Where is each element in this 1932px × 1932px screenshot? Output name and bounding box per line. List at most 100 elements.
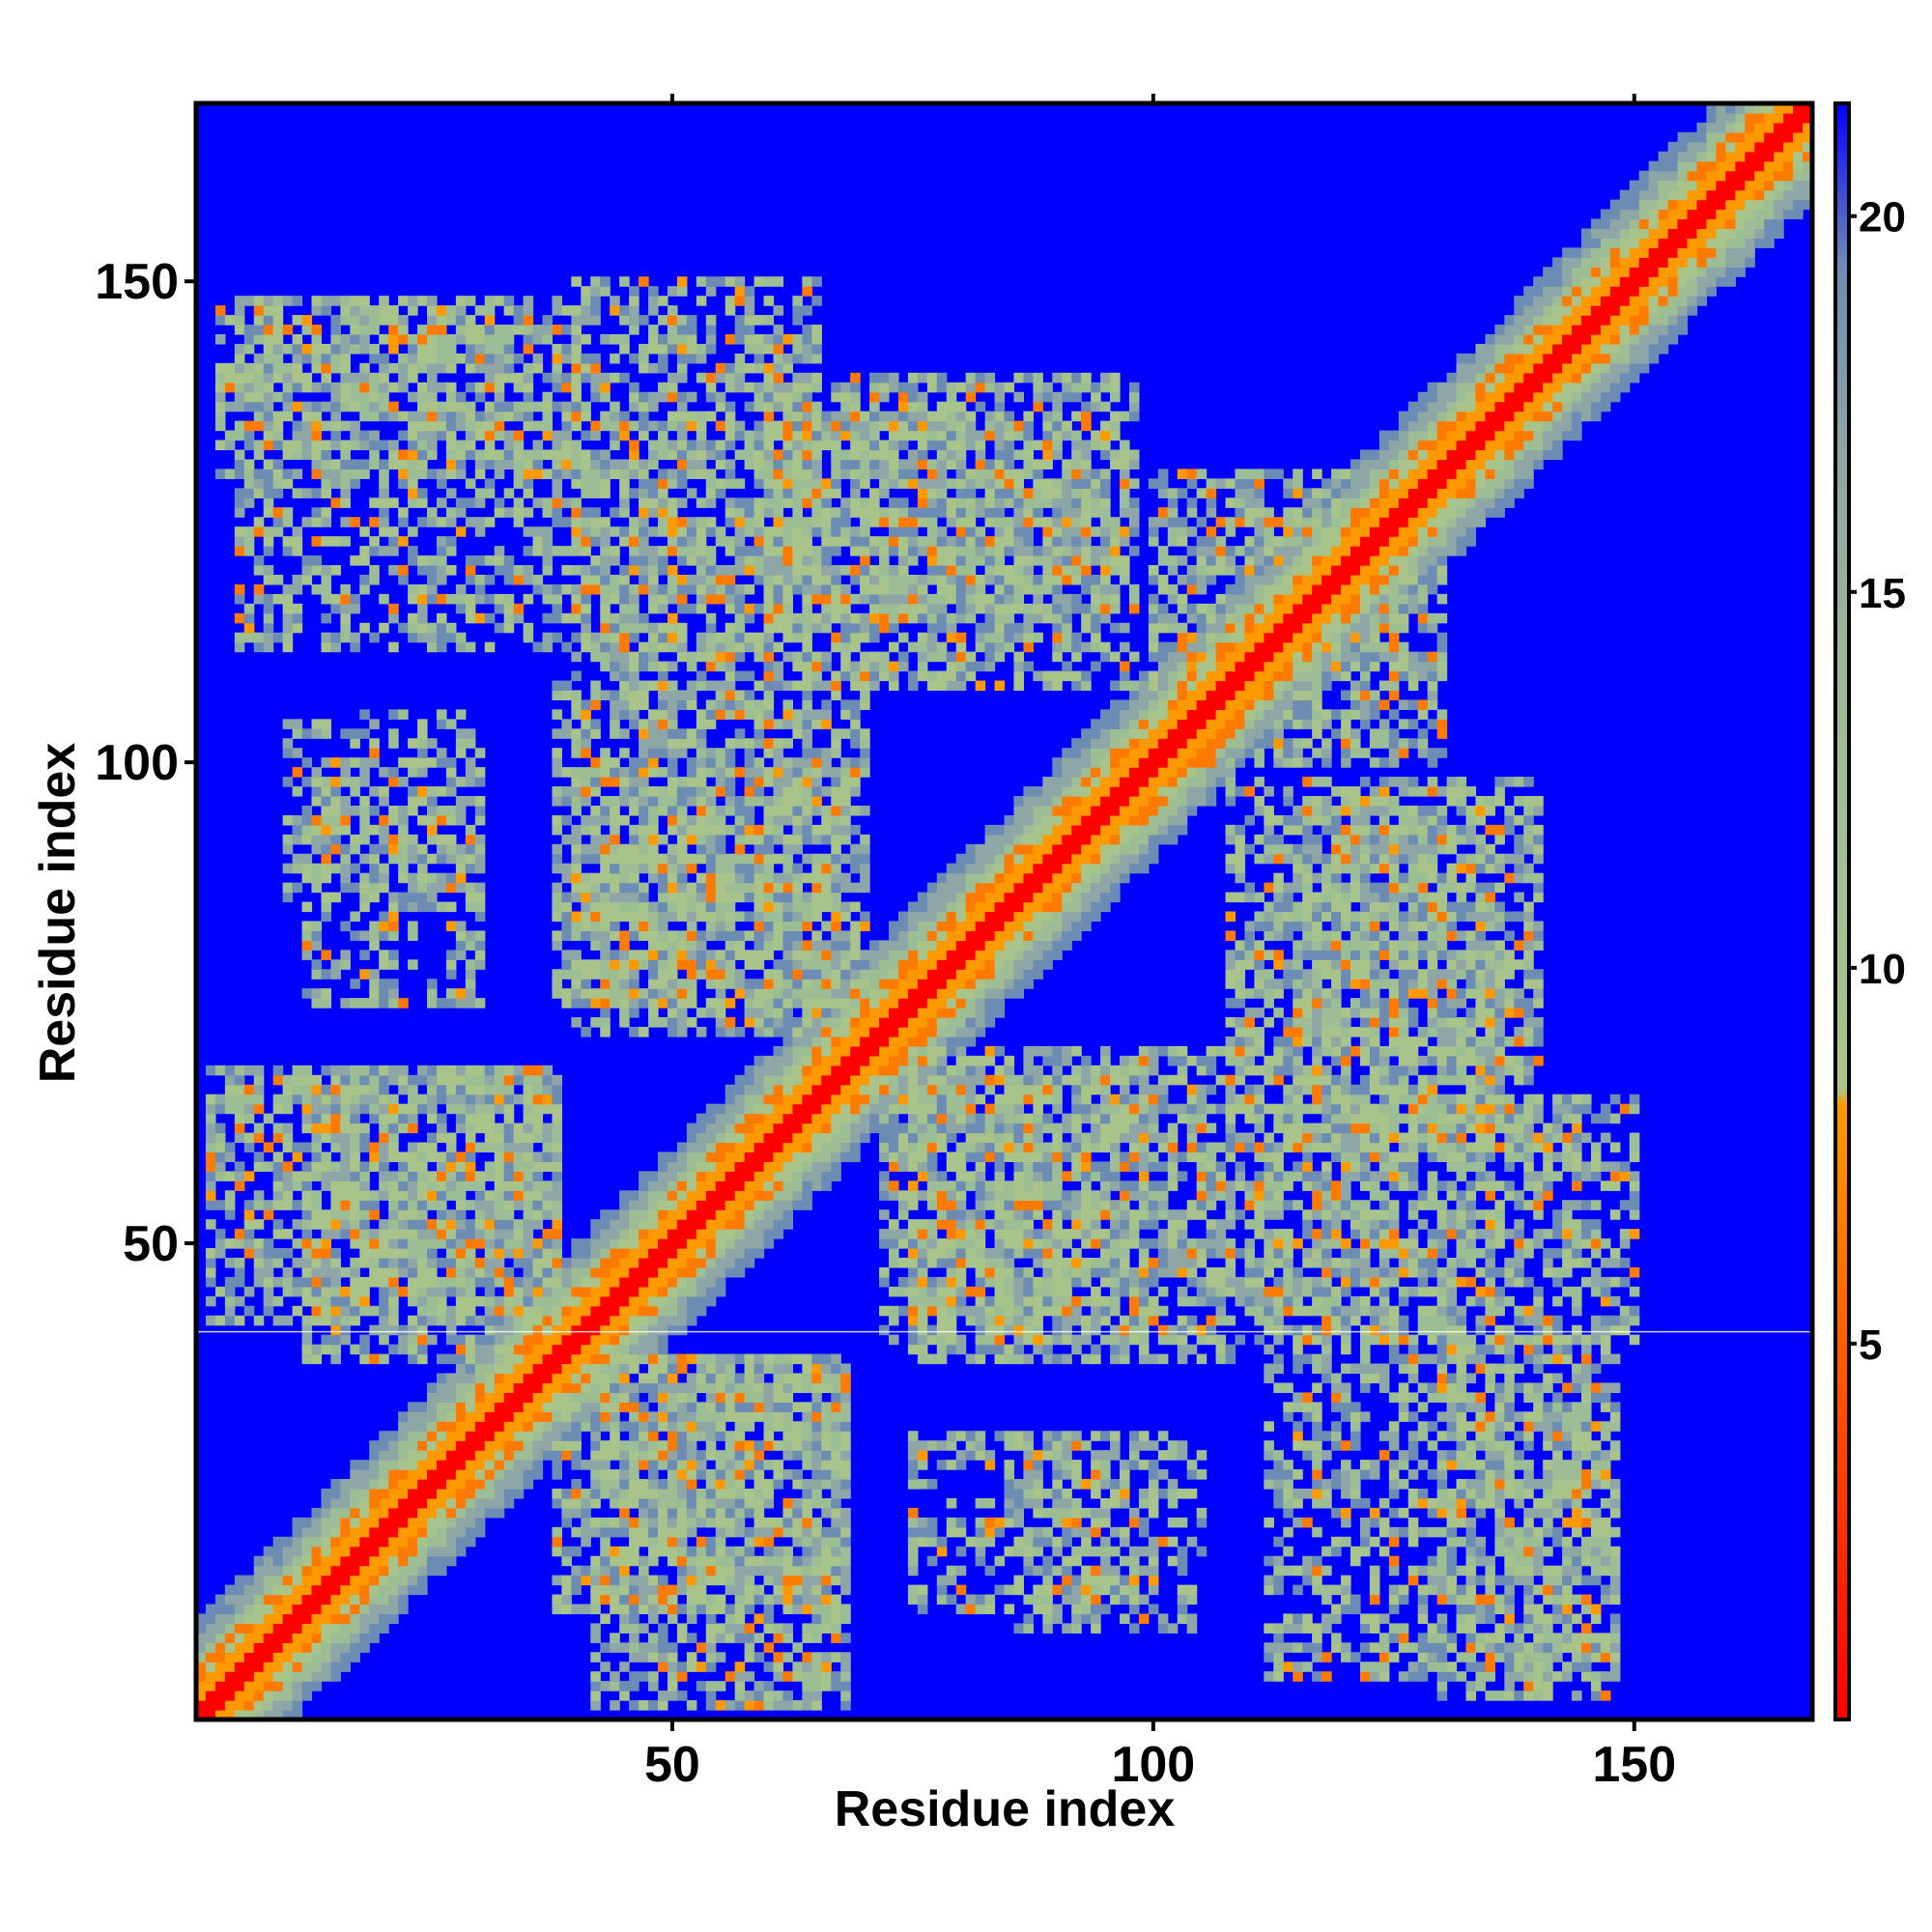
heatmap-cell	[571, 1295, 582, 1307]
heatmap-cell	[696, 1604, 707, 1615]
heatmap-cell	[590, 1431, 601, 1441]
heatmap-cell	[926, 1151, 938, 1163]
heatmap-cell	[398, 1546, 409, 1557]
heatmap-cell	[1341, 1190, 1351, 1201]
heatmap-cell	[1378, 1190, 1390, 1201]
heatmap-cell	[831, 1411, 841, 1422]
heatmap-cell	[753, 1353, 765, 1365]
heatmap-cell	[1186, 1460, 1198, 1470]
heatmap-cell	[408, 1248, 418, 1259]
heatmap-cell	[1504, 1295, 1515, 1307]
heatmap-cell	[753, 1681, 765, 1691]
heatmap-cell	[1177, 1324, 1188, 1336]
heatmap-cell	[590, 1469, 601, 1480]
heatmap-cell	[205, 1662, 216, 1672]
heatmap-cell	[1446, 1517, 1458, 1528]
heatmap-cell	[388, 1584, 399, 1596]
heatmap-cell	[821, 1652, 832, 1662]
heatmap-cell	[1273, 1497, 1284, 1509]
heatmap-cell	[600, 1546, 611, 1557]
heatmap-cell	[676, 1266, 688, 1278]
heatmap-cell	[301, 1248, 313, 1259]
heatmap-cell	[388, 1469, 399, 1480]
heatmap-cell	[542, 1295, 554, 1307]
heatmap-cell	[734, 1373, 746, 1384]
heatmap-cell	[243, 1662, 255, 1672]
heatmap-cell	[1196, 1353, 1208, 1365]
heatmap-cell	[724, 1497, 736, 1509]
heatmap-cell	[705, 1555, 717, 1567]
heatmap-cell	[321, 1565, 332, 1577]
heatmap-cell	[552, 1353, 563, 1365]
heatmap-cell	[484, 1363, 496, 1375]
heatmap-cell	[369, 1151, 380, 1163]
heatmap-cell	[936, 1575, 948, 1586]
heatmap-cell	[821, 1382, 832, 1394]
heatmap-cell	[253, 1604, 265, 1615]
heatmap-cell	[1378, 1546, 1390, 1557]
heatmap-cell	[1196, 1171, 1208, 1181]
heatmap-cell	[1572, 1411, 1582, 1422]
heatmap-cell	[1446, 1151, 1458, 1163]
heatmap-cell	[513, 1363, 525, 1375]
heatmap-cell	[1341, 1392, 1351, 1403]
heatmap-cell	[379, 1180, 389, 1191]
heatmap-cell	[474, 1479, 486, 1490]
heatmap-cell	[1138, 1489, 1150, 1499]
heatmap-cell	[715, 1382, 726, 1394]
heatmap-cell	[1427, 1526, 1438, 1538]
heatmap-cell	[1148, 1584, 1159, 1596]
heatmap-cell	[802, 1460, 812, 1470]
heatmap-cell	[610, 1450, 620, 1461]
heatmap-cell	[311, 1142, 323, 1153]
heatmap-cell	[897, 1209, 909, 1220]
heatmap-cell	[734, 1517, 746, 1528]
heatmap-cell	[1494, 1440, 1505, 1451]
heatmap-cell	[253, 1258, 265, 1268]
heatmap-cell	[724, 1507, 736, 1519]
heatmap-cell	[1341, 1507, 1351, 1519]
heatmap-cell	[1485, 1209, 1495, 1220]
heatmap-cell	[840, 1546, 851, 1557]
heatmap-cell	[1157, 1305, 1169, 1317]
heatmap-cell	[936, 1324, 948, 1336]
heatmap-cell	[802, 1497, 812, 1509]
heatmap-cell	[1244, 1219, 1256, 1230]
heatmap-cell	[610, 1266, 620, 1278]
heatmap-cell	[1475, 1604, 1487, 1615]
heatmap-cell	[1572, 1151, 1582, 1163]
heatmap-cell	[1619, 1171, 1631, 1181]
heatmap-cell	[532, 1276, 544, 1288]
heatmap-cell	[379, 1526, 389, 1538]
heatmap-cell	[379, 1460, 389, 1470]
heatmap-cell	[1138, 1219, 1150, 1230]
heatmap-cell	[1110, 1151, 1121, 1163]
heatmap-cell	[1456, 1305, 1467, 1317]
heatmap-cell	[734, 1604, 746, 1615]
heatmap-cell	[503, 1142, 515, 1153]
heatmap-cell	[455, 1450, 467, 1461]
heatmap-cell	[1341, 1315, 1351, 1326]
heatmap-cell	[1619, 1258, 1631, 1268]
heatmap-cell	[619, 1200, 630, 1210]
heatmap-cell	[1562, 1334, 1573, 1346]
heatmap-cell	[1273, 1382, 1284, 1394]
heatmap-cell	[1533, 1421, 1544, 1432]
heatmap-cell	[571, 1353, 582, 1365]
heatmap-cell	[946, 1575, 957, 1586]
heatmap-cell	[1581, 1546, 1592, 1557]
heatmap-cell	[811, 1440, 822, 1451]
heatmap-cell	[311, 1266, 323, 1278]
heatmap-cell	[1552, 1411, 1563, 1422]
heatmap-cell	[465, 1161, 476, 1172]
heatmap-cell	[1600, 1315, 1611, 1326]
heatmap-cell	[1312, 1565, 1322, 1577]
heatmap-cell	[1446, 1382, 1458, 1394]
heatmap-cell	[465, 1431, 476, 1441]
heatmap-cell	[1138, 1334, 1150, 1346]
heatmap-cell	[1302, 1219, 1313, 1230]
heatmap-cell	[610, 1421, 620, 1432]
heatmap-cell	[1485, 1266, 1495, 1278]
heatmap-cell	[686, 1700, 697, 1711]
heatmap-cell	[234, 1266, 245, 1278]
